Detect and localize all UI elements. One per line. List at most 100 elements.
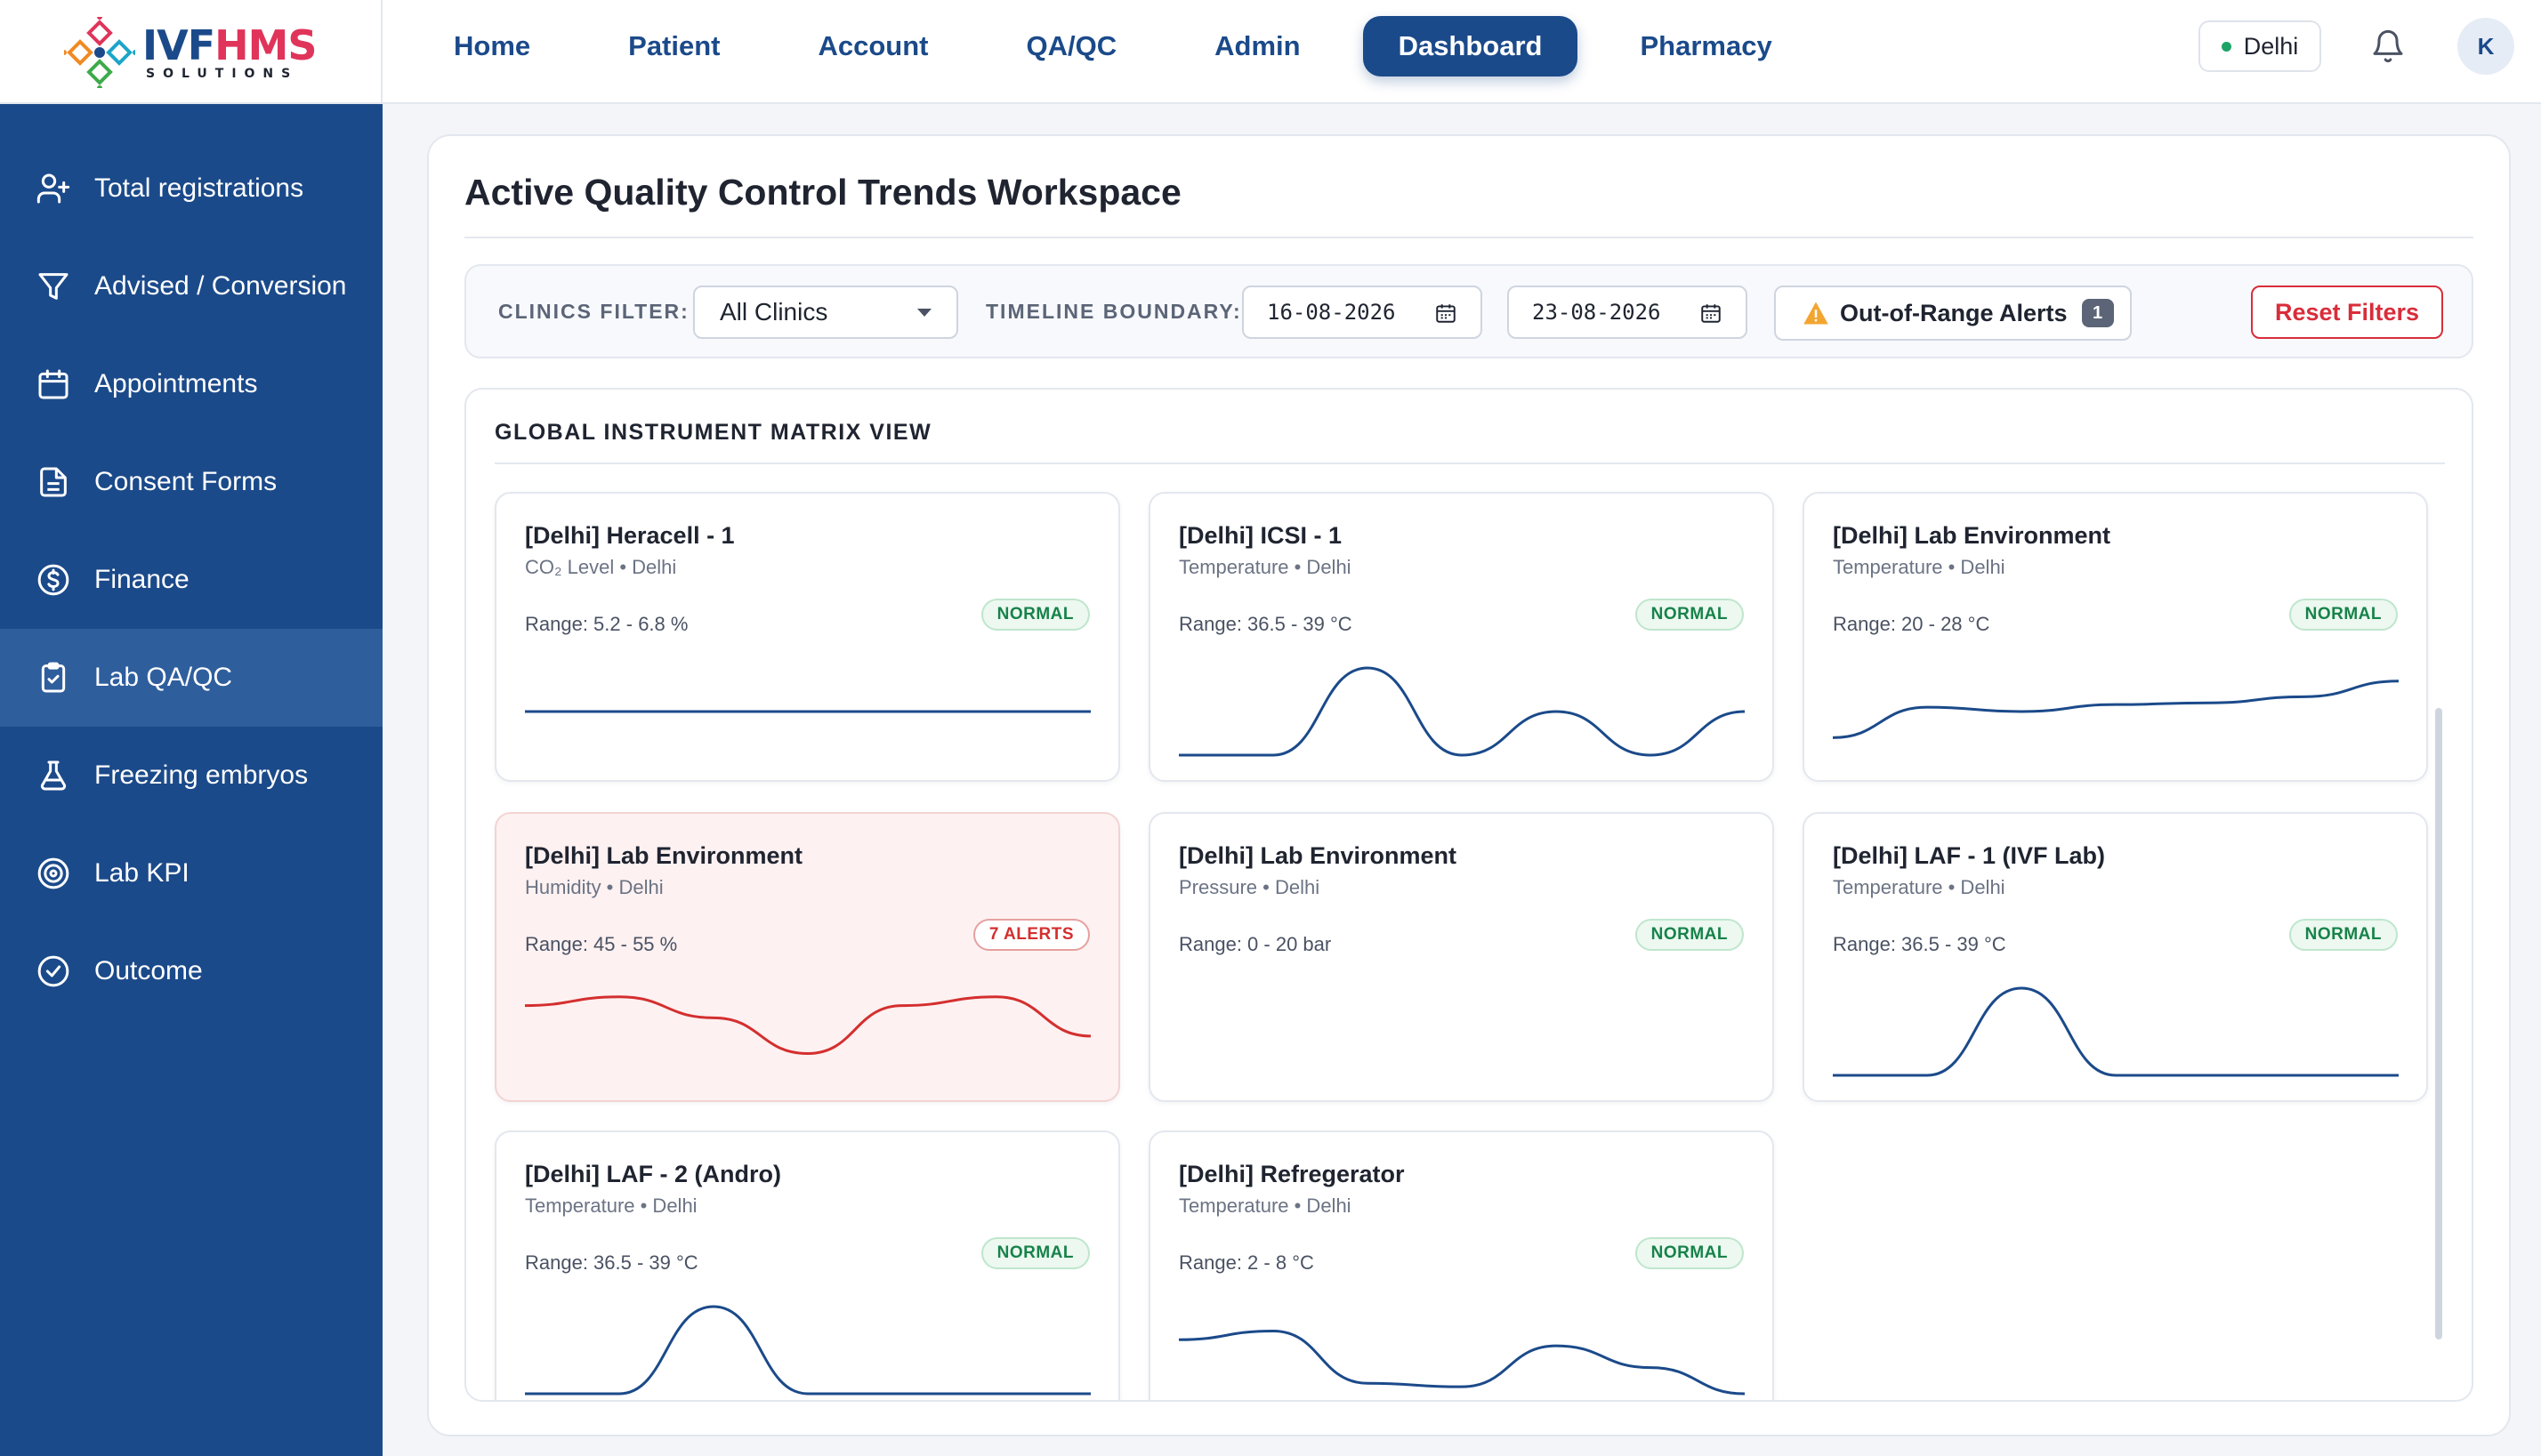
- trend-sparkline: [1833, 986, 2399, 1077]
- card-subtitle: Temperature • Delhi: [1833, 556, 2005, 578]
- nav-account[interactable]: Account: [818, 30, 929, 61]
- trend-sparkline: [1178, 1329, 1746, 1396]
- instrument-card[interactable]: [Delhi] ICSI - 1 Temperature • Delhi Range…: [1149, 492, 1774, 782]
- status-badge: NORMAL: [980, 599, 1090, 631]
- sidebar-item-finance[interactable]: Finance: [0, 531, 383, 629]
- sidebar-item-label: Finance: [94, 565, 190, 594]
- card-range: Range: 36.5 - 39 °C: [1179, 613, 1352, 635]
- nav-qa-qc[interactable]: QA/QC: [1026, 30, 1117, 61]
- sidebar-item-advised-conversion[interactable]: Advised / Conversion: [0, 237, 383, 335]
- card-range: Range: 45 - 55 %: [525, 933, 678, 955]
- bell-icon[interactable]: [2370, 28, 2406, 64]
- avatar[interactable]: K: [2457, 18, 2514, 75]
- location-label: Delhi: [2243, 32, 2299, 60]
- instrument-card[interactable]: [Delhi] Lab Environment Pressure • Delhi R…: [1149, 812, 1774, 1102]
- instrument-matrix: GLOBAL INSTRUMENT MATRIX VIEW [Delhi] He…: [464, 388, 2473, 1402]
- clinics-filter-value: All Clinics: [720, 298, 828, 326]
- trend-line: [1178, 666, 1746, 757]
- divider: [495, 463, 2445, 464]
- sidebar-item-outcome[interactable]: Outcome: [0, 922, 383, 1020]
- instrument-card[interactable]: [Delhi] LAF - 2 (Andro) Temperature • Del…: [495, 1130, 1120, 1400]
- status-dot: [2221, 41, 2231, 52]
- sidebar-item-label: Total registrations: [94, 173, 304, 203]
- sidebar-item-appointments[interactable]: Appointments: [0, 335, 383, 433]
- card-range: Range: 0 - 20 bar: [1179, 933, 1332, 955]
- card-subtitle: Temperature • Delhi: [1833, 876, 2005, 898]
- card-title: [Delhi] LAF - 2 (Andro): [525, 1161, 781, 1187]
- sidebar-item-lab-qa-qc[interactable]: Lab QA/QC: [0, 629, 383, 727]
- card-subtitle: CO₂ Level • Delhi: [525, 556, 677, 578]
- clinics-filter-select[interactable]: All Clinics: [693, 286, 958, 339]
- clinics-filter-label: CLINICS FILTER:: [498, 300, 690, 323]
- filter-bar: CLINICS FILTER: All Clinics TIMELINE BOU…: [464, 264, 2473, 358]
- sidebar-item-total-registrations[interactable]: Total registrations: [0, 140, 383, 237]
- trend-line: [524, 995, 1092, 1056]
- sidebar-item-label: Advised / Conversion: [94, 271, 347, 301]
- trend-sparkline: [525, 710, 1091, 713]
- card-title: [Delhi] Lab Environment: [525, 842, 803, 869]
- check-circle-icon: [37, 955, 69, 987]
- top-bar: IVFHMS SOLUTIONS Home Patient Account QA…: [0, 0, 2541, 104]
- card-title: [Delhi] Lab Environment: [1179, 842, 1457, 869]
- card-title: [Delhi] LAF - 1 (IVF Lab): [1833, 842, 2105, 869]
- status-badge: NORMAL: [1634, 599, 1744, 631]
- nav-home[interactable]: Home: [454, 30, 531, 61]
- date-from-value: 16-08-2026: [1267, 300, 1396, 325]
- date-from-input[interactable]: 16-08-2026: [1242, 286, 1482, 339]
- brand-name: IVFHMS: [142, 20, 318, 69]
- nav-pharmacy[interactable]: Pharmacy: [1640, 30, 1772, 61]
- out-of-range-alerts-button[interactable]: Out-of-Range Alerts 1: [1774, 286, 2132, 341]
- card-range: Range: 2 - 8 °C: [1179, 1251, 1314, 1274]
- instrument-card[interactable]: [Delhi] Refregerator Temperature • Delhi R…: [1149, 1130, 1774, 1400]
- sidebar-item-lab-kpi[interactable]: Lab KPI: [0, 825, 383, 922]
- instrument-card[interactable]: [Delhi] Heracell - 1 CO₂ Level • Delhi Ran…: [495, 492, 1120, 782]
- alerts-label: Out-of-Range Alerts: [1840, 299, 2068, 326]
- card-title: [Delhi] Heracell - 1: [525, 522, 735, 549]
- sidebar-item-consent-forms[interactable]: Consent Forms: [0, 433, 383, 531]
- scrollbar[interactable]: [2435, 708, 2442, 1339]
- matrix-title: GLOBAL INSTRUMENT MATRIX VIEW: [495, 420, 932, 445]
- trend-sparkline: [524, 1305, 1091, 1396]
- brand-subtitle: SOLUTIONS: [146, 66, 299, 81]
- calendar-icon[interactable]: [1434, 302, 1457, 325]
- instrument-card[interactable]: [Delhi] Lab Environment Temperature • Del…: [1803, 492, 2428, 782]
- card-title: [Delhi] Lab Environment: [1833, 522, 2111, 549]
- date-to-input[interactable]: 23-08-2026: [1507, 286, 1747, 339]
- sidebar-item-label: Consent Forms: [94, 467, 278, 496]
- reset-filters-button[interactable]: Reset Filters: [2251, 286, 2443, 339]
- calendar-icon: [38, 369, 69, 399]
- trend-sparkline: [1832, 680, 2400, 739]
- user-plus-icon: [36, 173, 70, 204]
- card-title: [Delhi] ICSI - 1: [1179, 522, 1343, 549]
- sidebar-item-label: Lab QA/QC: [94, 663, 233, 692]
- card-subtitle: Temperature • Delhi: [1179, 1195, 1351, 1217]
- page-title: Active Quality Control Trends Workspace: [464, 172, 1182, 213]
- card-range: Range: 36.5 - 39 °C: [525, 1251, 698, 1274]
- card-subtitle: Temperature • Delhi: [525, 1195, 698, 1217]
- card-title: [Delhi] Refregerator: [1179, 1161, 1405, 1187]
- calendar-icon[interactable]: [1699, 302, 1722, 325]
- chevron-down-icon: [917, 309, 932, 317]
- dollar-circle-icon: [37, 564, 69, 596]
- sidebar-item-label: Lab KPI: [94, 858, 190, 888]
- funnel-icon: [38, 273, 69, 300]
- instrument-card[interactable]: [Delhi] LAF - 1 (IVF Lab) Temperature • D…: [1803, 812, 2428, 1102]
- nav-patient[interactable]: Patient: [628, 30, 721, 61]
- nav-admin[interactable]: Admin: [1214, 30, 1301, 61]
- brand-logo[interactable]: IVFHMS SOLUTIONS: [0, 0, 383, 104]
- status-badge: NORMAL: [980, 1237, 1090, 1269]
- trend-line: [1178, 1329, 1746, 1396]
- instrument-card[interactable]: [Delhi] Lab Environment Humidity • Delhi R…: [495, 812, 1120, 1102]
- clipboard-check-icon: [41, 662, 66, 693]
- sidebar-item-freezing-embryos[interactable]: Freezing embryos: [0, 727, 383, 825]
- date-to-value: 23-08-2026: [1532, 300, 1661, 325]
- nav-dashboard[interactable]: Dashboard: [1362, 16, 1578, 76]
- timeline-boundary-label: TIMELINE BOUNDARY:: [986, 300, 1242, 323]
- status-badge: NORMAL: [2288, 919, 2398, 951]
- location-selector[interactable]: Delhi: [2198, 20, 2321, 72]
- trend-line: [1833, 986, 2399, 1077]
- card-subtitle: Humidity • Delhi: [525, 876, 664, 898]
- logo-mark-icon: [64, 16, 135, 88]
- trend-sparkline: [1178, 666, 1746, 757]
- flask-icon: [40, 760, 67, 791]
